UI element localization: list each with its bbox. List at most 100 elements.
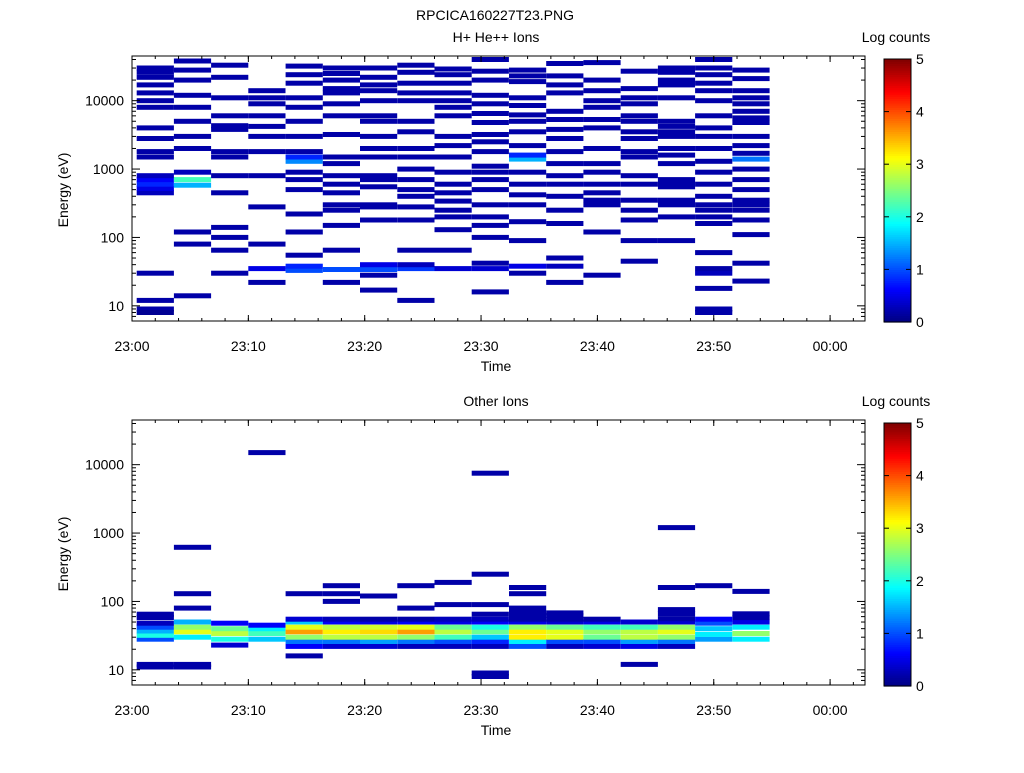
x-axis-label: Time (481, 722, 512, 738)
heatmap-cell (173, 169, 212, 175)
heatmap-cell (732, 207, 770, 213)
heatmap-cell (434, 624, 472, 630)
y-tick-label: 100 (101, 593, 125, 609)
y-tick-label: 10000 (85, 457, 124, 473)
colorbar-swatch (884, 229, 911, 233)
heatmap-cell (471, 470, 509, 476)
colorbar-swatch (884, 201, 911, 205)
colorbar-swatch (884, 563, 911, 567)
colorbar-swatch (884, 313, 911, 317)
x-axis-label: Time (481, 358, 512, 374)
heatmap-cell (546, 136, 584, 141)
heatmap-cell (471, 111, 509, 116)
heatmap-cell (360, 262, 398, 268)
heatmap-cell (397, 639, 435, 644)
colorbar-swatch (884, 100, 911, 104)
colorbar-swatch (884, 506, 911, 510)
heatmap-cell (471, 163, 509, 169)
heatmap-cell (657, 133, 696, 139)
heatmap-cell (546, 263, 584, 269)
heatmap-cell (583, 146, 621, 151)
colorbar-swatch (884, 626, 911, 630)
colorbar-swatch (884, 282, 911, 286)
heatmap-cell (657, 129, 696, 135)
heatmap-cell (434, 154, 472, 160)
heatmap-cell (360, 616, 398, 622)
colorbar-swatch (884, 131, 911, 135)
colorbar-tick-label: 3 (916, 156, 924, 172)
colorbar-tick-label: 1 (916, 261, 924, 277)
heatmap-cell (322, 161, 360, 167)
heatmap-cell (322, 101, 360, 107)
heatmap-cell (695, 193, 733, 199)
colorbar-swatch (884, 550, 911, 553)
colorbar-swatch (884, 67, 911, 71)
colorbar-swatch (884, 59, 911, 62)
heatmap-cell (173, 177, 212, 183)
heatmap-cell (471, 629, 509, 635)
colorbar-swatch (884, 78, 911, 82)
colorbar-swatch (884, 591, 911, 595)
colorbar-swatch (884, 611, 911, 615)
colorbar-swatch (884, 495, 911, 499)
colorbar-swatch (884, 455, 911, 459)
colorbar-swatch (884, 232, 911, 235)
heatmap-cell (620, 173, 658, 179)
heatmap-cell (732, 133, 770, 139)
heatmap-cell (136, 98, 174, 104)
colorbar-swatch (884, 672, 911, 676)
y-axis-label: Energy (eV) (55, 153, 71, 228)
heatmap-cell (360, 98, 398, 104)
colorbar-swatch (884, 633, 911, 637)
heatmap-cell (434, 169, 472, 175)
heatmap-cell (211, 62, 249, 68)
heatmap-cell (546, 90, 584, 96)
colorbar-swatch (884, 199, 911, 203)
colorbar-swatch (884, 186, 911, 189)
heatmap-cell (397, 129, 435, 135)
colorbar-swatch (884, 526, 911, 529)
heatmap-cell (620, 149, 658, 155)
colorbar-swatch (884, 642, 911, 645)
colorbar-swatch (884, 142, 911, 146)
heatmap-cell (397, 583, 435, 589)
colorbar-swatch (884, 179, 911, 183)
colorbar-swatch (884, 532, 911, 536)
heatmap-cell (434, 643, 472, 649)
heatmap-cell (322, 591, 360, 597)
heatmap-cell (322, 154, 360, 160)
heatmap-cell (620, 136, 658, 141)
heatmap-cell (620, 154, 658, 160)
colorbar-swatch (884, 271, 911, 275)
heatmap-cell (546, 149, 584, 155)
colorbar-swatch (884, 221, 911, 224)
heatmap-cell (360, 629, 398, 635)
heatmap-cell (695, 631, 733, 637)
colorbar-swatch (884, 267, 911, 270)
panel-title: H+ He++ Ions (453, 29, 540, 45)
heatmap-cell (695, 616, 733, 622)
heatmap-cell (471, 639, 509, 644)
heatmap-cell (322, 190, 360, 196)
heatmap-cell (620, 634, 658, 640)
heatmap-cell (136, 173, 174, 179)
colorbar-swatch (884, 442, 911, 446)
heatmap-cell (397, 605, 435, 611)
colorbar-swatch (884, 585, 911, 588)
heatmap-cell (136, 65, 174, 71)
heatmap-cell (732, 67, 770, 73)
heatmap-cell (546, 173, 584, 179)
heatmap-cell (732, 611, 770, 617)
heatmap-cell (285, 187, 323, 193)
heatmap-cell (583, 190, 621, 196)
heatmap-cell (732, 631, 770, 636)
heatmap-cell (695, 221, 733, 226)
colorbar-swatch (884, 240, 911, 244)
colorbar-swatch (884, 596, 911, 599)
heatmap-cell (732, 187, 770, 193)
heatmap-cells (136, 57, 770, 315)
heatmap-cell (211, 149, 249, 155)
heatmap-cell (322, 65, 360, 71)
colorbar-swatch (884, 175, 911, 178)
heatmap-cell (695, 202, 733, 208)
